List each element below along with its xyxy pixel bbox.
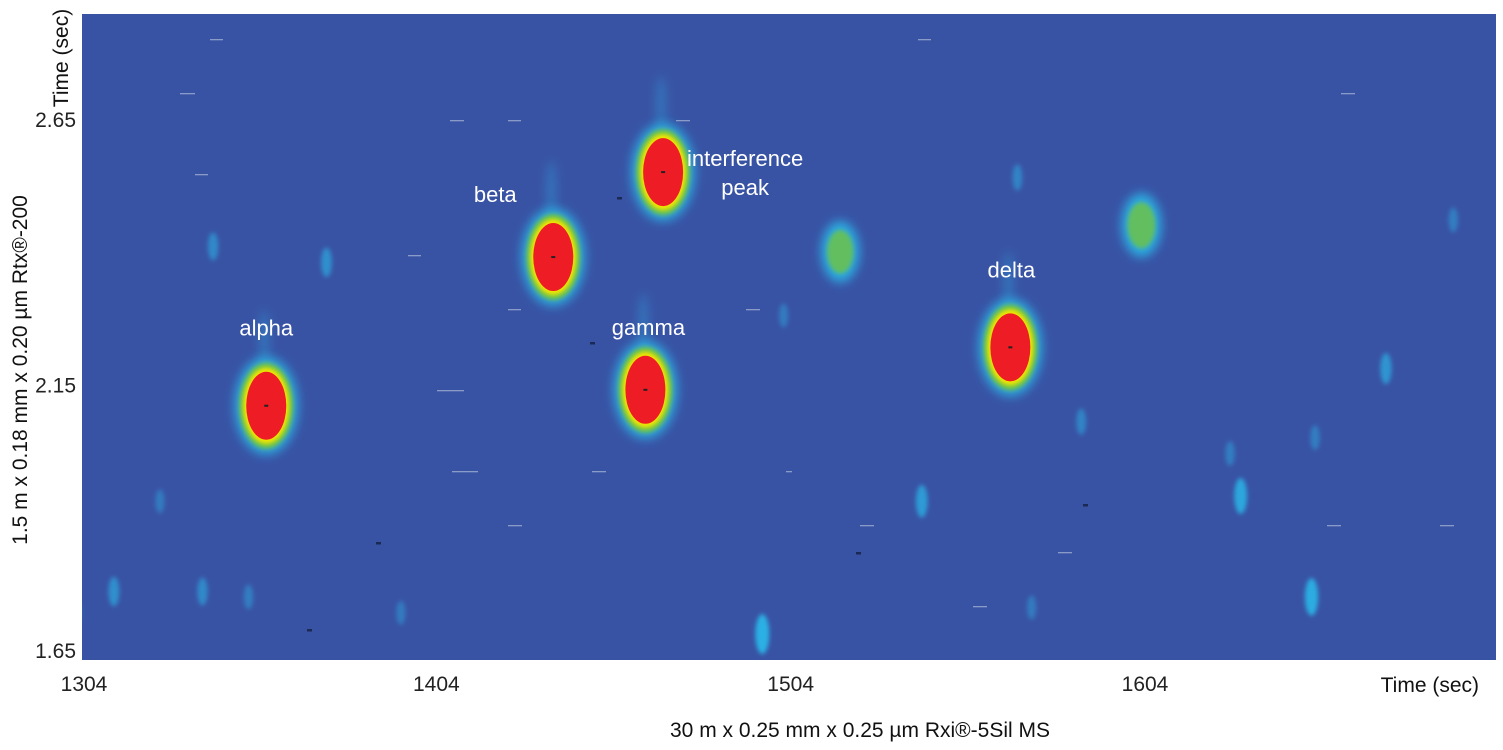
peak-minor-22 [243,584,254,610]
peak-minor-16 [70,599,80,627]
x-tick-label: 1304 [61,673,108,696]
artifact-layer [180,39,1454,632]
x-axis: 1304 1404 1504 1604 [61,673,1169,696]
y-axis: 1.65 2.15 2.65 [35,109,76,663]
plot-area [82,14,1496,660]
peak-minor-15 [197,577,208,606]
artifact-mark [195,174,208,176]
artifact-mark [408,255,421,257]
artifact-mark [1327,525,1341,527]
peak-minor-7 [755,614,770,655]
y-unit-label: Time (sec) [50,9,73,107]
y-tick-label: 2.15 [35,375,76,398]
x-tick-label: 1604 [1122,673,1169,696]
peak-gamma [613,293,678,439]
artifact-mark [508,120,521,122]
x-tick-label: 1404 [413,673,460,696]
peak-interference-peak [631,76,696,222]
artifact-mark [918,39,931,41]
peak-minor-13 [207,232,219,261]
peak-minor-6 [1121,193,1162,258]
artifact-dot [856,552,861,555]
artifact-mark [786,471,792,473]
peak-layer [70,76,1458,655]
artifact-mark [676,120,690,122]
artifact-mark [508,309,521,311]
peak-minor-17 [1076,408,1087,435]
y-tick-label: 2.65 [35,109,76,132]
peak-minor-12 [321,247,332,278]
peak-minor-18 [1012,164,1023,191]
artifact-dot [307,629,312,632]
artifact-mark [1058,552,1072,554]
x-tick-label: 1504 [767,673,814,696]
peak-minor-10 [915,484,928,518]
peak-label-alpha: alpha [239,316,294,341]
peak-minor-26 [1027,595,1037,620]
peak-minor-14 [108,576,120,607]
artifact-mark [746,309,760,311]
peak-minor-24 [778,303,789,328]
artifact-mark [210,39,223,41]
peak-label-delta: delta [987,257,1035,282]
peak-minor-8 [1304,578,1319,616]
peak-minor-23 [155,489,165,514]
peak-alpha [234,309,299,455]
artifact-mark [508,525,522,527]
artifact-mark [450,120,464,122]
x-axis-title: 30 m x 0.25 mm x 0.25 µm Rxi®-5Sil MS [670,719,1050,742]
x-unit-label: Time (sec) [1381,674,1479,697]
artifact-mark [437,390,464,392]
artifact-dot [376,542,381,545]
artifact-mark [452,471,478,473]
artifact-mark [592,471,606,473]
peak-minor-25 [396,600,406,625]
peak-label-interference-peak: interference peak [687,146,803,200]
peak-minor-19 [1225,441,1235,466]
artifact-mark [973,606,987,608]
artifact-mark [1341,93,1355,95]
peak-minor-21 [1448,207,1458,233]
peak-minor-9 [1234,478,1248,515]
artifact-mark [180,93,195,95]
peak-minor-11 [1380,352,1392,385]
artifact-mark [860,525,874,527]
artifact-dot [1083,504,1088,507]
peak-minor-5 [821,221,860,283]
peak-label-beta: beta [474,182,518,207]
artifact-dot [590,342,595,345]
y-tick-label: 1.65 [35,640,76,663]
peak-labels: alpha beta gamma interference peak delta [239,146,1036,341]
peak-minor-20 [1310,425,1320,450]
peak-label-gamma: gamma [612,315,686,340]
peak-beta [521,161,586,307]
peak-delta [978,251,1043,397]
artifact-mark [1440,525,1454,527]
y-axis-title: 1.5 m x 0.18 mm x 0.20 µm Rtx®-200 [9,195,32,545]
artifact-dot [617,197,622,200]
